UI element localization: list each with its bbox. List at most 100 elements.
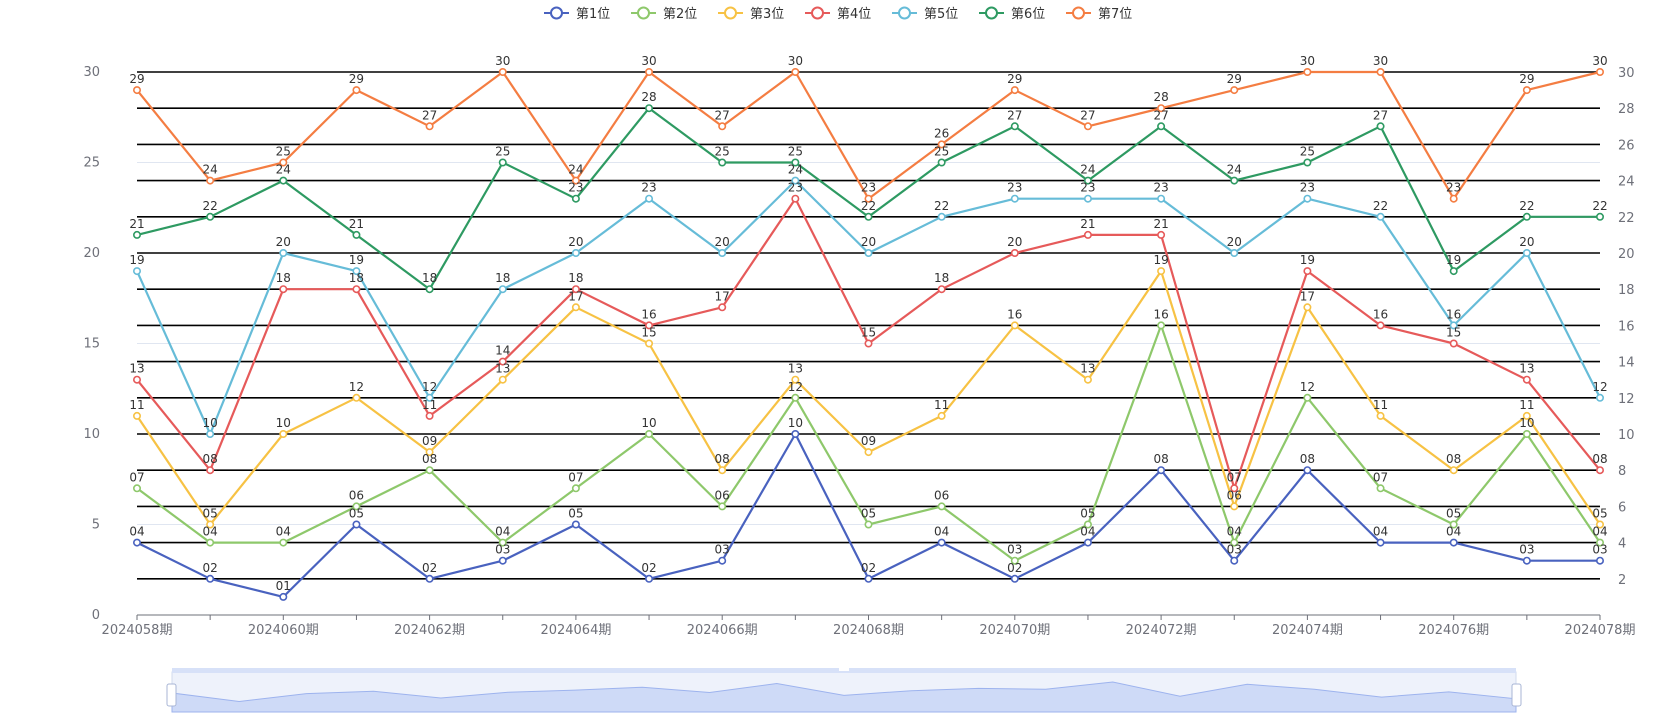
data-point[interactable] [1522, 249, 1531, 258]
data-point[interactable] [937, 212, 946, 221]
data-zoom-left-handle[interactable] [166, 683, 177, 707]
data-point[interactable] [133, 484, 142, 493]
data-point[interactable] [1010, 321, 1019, 330]
data-zoom-slider[interactable] [166, 668, 1522, 713]
data-point[interactable] [206, 176, 215, 185]
data-point[interactable] [1376, 484, 1385, 493]
data-point[interactable] [864, 194, 873, 203]
data-point[interactable] [1230, 502, 1239, 511]
data-point[interactable] [1083, 375, 1092, 384]
data-point[interactable] [498, 357, 507, 366]
data-point[interactable] [1376, 321, 1385, 330]
data-point[interactable] [1522, 86, 1531, 95]
data-point[interactable] [791, 393, 800, 402]
data-point[interactable] [279, 249, 288, 258]
data-point[interactable] [718, 556, 727, 565]
data-point[interactable] [1449, 321, 1458, 330]
data-point[interactable] [718, 303, 727, 312]
data-point[interactable] [1376, 411, 1385, 420]
data-point[interactable] [718, 502, 727, 511]
data-point[interactable] [1157, 466, 1166, 475]
data-point[interactable] [1522, 411, 1531, 420]
data-point[interactable] [645, 321, 654, 330]
data-point[interactable] [206, 574, 215, 583]
data-point[interactable] [1449, 538, 1458, 547]
data-point[interactable] [206, 466, 215, 475]
data-point[interactable] [1449, 267, 1458, 276]
data-point[interactable] [1010, 556, 1019, 565]
data-point[interactable] [206, 212, 215, 221]
data-point[interactable] [645, 104, 654, 113]
legend-item[interactable]: 第4位 [805, 6, 871, 22]
data-point[interactable] [571, 520, 580, 529]
data-point[interactable] [1230, 176, 1239, 185]
data-point[interactable] [1522, 212, 1531, 221]
data-point[interactable] [791, 158, 800, 167]
data-point[interactable] [352, 86, 361, 95]
legend-item[interactable]: 第6位 [979, 6, 1045, 22]
data-point[interactable] [791, 176, 800, 185]
data-point[interactable] [133, 375, 142, 384]
data-point[interactable] [1230, 86, 1239, 95]
data-point[interactable] [937, 158, 946, 167]
data-point[interactable] [718, 466, 727, 475]
data-point[interactable] [645, 429, 654, 438]
data-point[interactable] [425, 466, 434, 475]
data-point[interactable] [571, 249, 580, 258]
data-point[interactable] [1083, 230, 1092, 239]
data-point[interactable] [1083, 122, 1092, 131]
data-point[interactable] [498, 556, 507, 565]
data-point[interactable] [571, 285, 580, 294]
data-point[interactable] [279, 538, 288, 547]
data-point[interactable] [1303, 466, 1312, 475]
data-point[interactable] [1522, 429, 1531, 438]
data-point[interactable] [571, 303, 580, 312]
data-point[interactable] [279, 176, 288, 185]
legend-item[interactable]: 第1位 [544, 6, 610, 22]
data-point[interactable] [864, 448, 873, 457]
data-point[interactable] [1303, 303, 1312, 312]
data-point[interactable] [1376, 538, 1385, 547]
data-point[interactable] [1010, 194, 1019, 203]
data-point[interactable] [352, 520, 361, 529]
data-point[interactable] [1596, 393, 1605, 402]
data-point[interactable] [1376, 212, 1385, 221]
data-point[interactable] [791, 375, 800, 384]
data-point[interactable] [1303, 194, 1312, 203]
data-point[interactable] [937, 502, 946, 511]
data-point[interactable] [1449, 339, 1458, 348]
data-point[interactable] [1157, 230, 1166, 239]
data-point[interactable] [645, 574, 654, 583]
data-point[interactable] [1157, 194, 1166, 203]
data-point[interactable] [279, 592, 288, 601]
data-point[interactable] [1157, 267, 1166, 276]
data-point[interactable] [498, 285, 507, 294]
data-point[interactable] [1449, 466, 1458, 475]
data-point[interactable] [206, 538, 215, 547]
data-point[interactable] [1596, 538, 1605, 547]
data-point[interactable] [498, 375, 507, 384]
legend-item[interactable]: 第2位 [631, 6, 697, 22]
data-point[interactable] [279, 158, 288, 167]
data-point[interactable] [1083, 520, 1092, 529]
data-point[interactable] [498, 538, 507, 547]
legend-item[interactable]: 第3位 [718, 6, 784, 22]
data-point[interactable] [425, 393, 434, 402]
data-point[interactable] [1449, 520, 1458, 529]
data-point[interactable] [864, 520, 873, 529]
data-point[interactable] [1303, 267, 1312, 276]
data-point[interactable] [937, 285, 946, 294]
data-point[interactable] [791, 68, 800, 77]
data-point[interactable] [645, 68, 654, 77]
data-point[interactable] [133, 86, 142, 95]
data-point[interactable] [1596, 212, 1605, 221]
legend[interactable]: 第1位 第2位 第3位 第4位 第5位 第6位 第7位 [544, 6, 1132, 22]
data-point[interactable] [864, 339, 873, 348]
data-point[interactable] [1083, 176, 1092, 185]
data-point[interactable] [718, 158, 727, 167]
data-point[interactable] [279, 285, 288, 294]
data-point[interactable] [1230, 484, 1239, 493]
data-point[interactable] [1083, 538, 1092, 547]
data-point[interactable] [133, 411, 142, 420]
data-point[interactable] [206, 520, 215, 529]
